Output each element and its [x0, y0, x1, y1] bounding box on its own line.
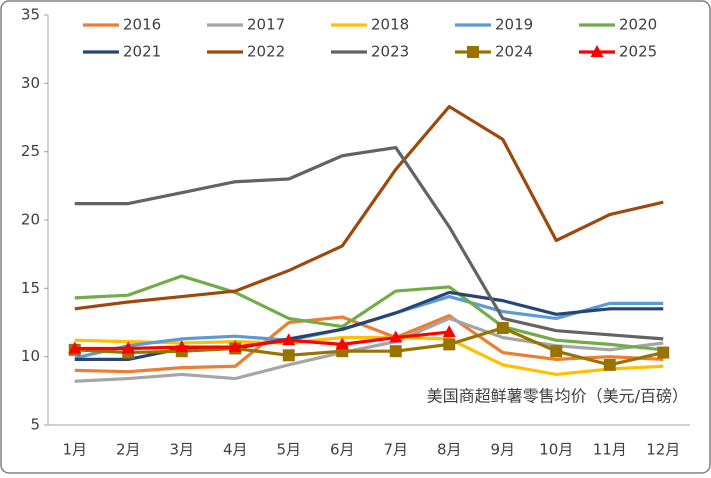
marker — [467, 46, 479, 58]
marker — [603, 358, 616, 371]
series-line — [74, 104, 664, 311]
series-line — [74, 145, 664, 341]
legend-label: 2018 — [371, 16, 409, 34]
x-tick-label: 5月 — [276, 441, 301, 459]
legend-label: 2022 — [247, 43, 285, 61]
marker — [68, 341, 82, 354]
series-line — [74, 274, 664, 352]
x-tick-label: 6月 — [330, 441, 355, 459]
series-line — [74, 330, 450, 351]
x-tick-label: 8月 — [437, 441, 462, 459]
series-line — [74, 314, 664, 374]
x-tick-label: 1月 — [62, 441, 87, 459]
legend-label: 2025 — [619, 43, 657, 61]
series-line — [74, 316, 664, 383]
x-tick-label: 12月 — [646, 441, 680, 459]
marker — [121, 341, 135, 354]
marker — [550, 345, 563, 358]
x-tick-label: 9月 — [490, 441, 515, 459]
marker — [335, 337, 349, 350]
marker — [175, 340, 189, 353]
y-tick-label: 5 — [30, 416, 40, 434]
marker — [657, 346, 670, 359]
x-tick-label: 10月 — [539, 441, 573, 459]
marker — [496, 321, 509, 334]
legend-label: 2016 — [123, 16, 161, 34]
marker — [389, 345, 402, 358]
marker — [228, 340, 242, 353]
y-tick-label: 20 — [21, 211, 40, 229]
x-tick-label: 7月 — [383, 441, 408, 459]
marker — [590, 45, 604, 57]
marker — [442, 325, 456, 338]
series-line — [74, 335, 664, 377]
y-tick-label: 10 — [21, 347, 40, 365]
x-tick-label: 4月 — [223, 441, 248, 459]
marker — [282, 349, 295, 362]
legend-label: 2019 — [495, 16, 533, 34]
y-tick-label: 30 — [21, 74, 40, 92]
y-tick-label: 35 — [21, 6, 40, 24]
y-tick-label: 25 — [21, 142, 40, 160]
marker — [389, 330, 403, 343]
series-line — [74, 326, 664, 367]
legend-label: 2023 — [371, 43, 409, 61]
annotation: 美国商超鲜薯零售均价（美元/百磅） — [427, 387, 688, 406]
legend-label: 2020 — [619, 16, 657, 34]
legend-label: 2024 — [495, 43, 533, 61]
legend-label: 2021 — [123, 43, 161, 61]
marker — [443, 338, 456, 351]
y-tick-label: 15 — [21, 279, 40, 297]
x-tick-label: 3月 — [169, 441, 194, 459]
legend-label: 2017 — [247, 16, 285, 34]
x-tick-label: 11月 — [593, 441, 627, 459]
marker — [282, 333, 296, 346]
x-tick-label: 2月 — [116, 441, 141, 459]
